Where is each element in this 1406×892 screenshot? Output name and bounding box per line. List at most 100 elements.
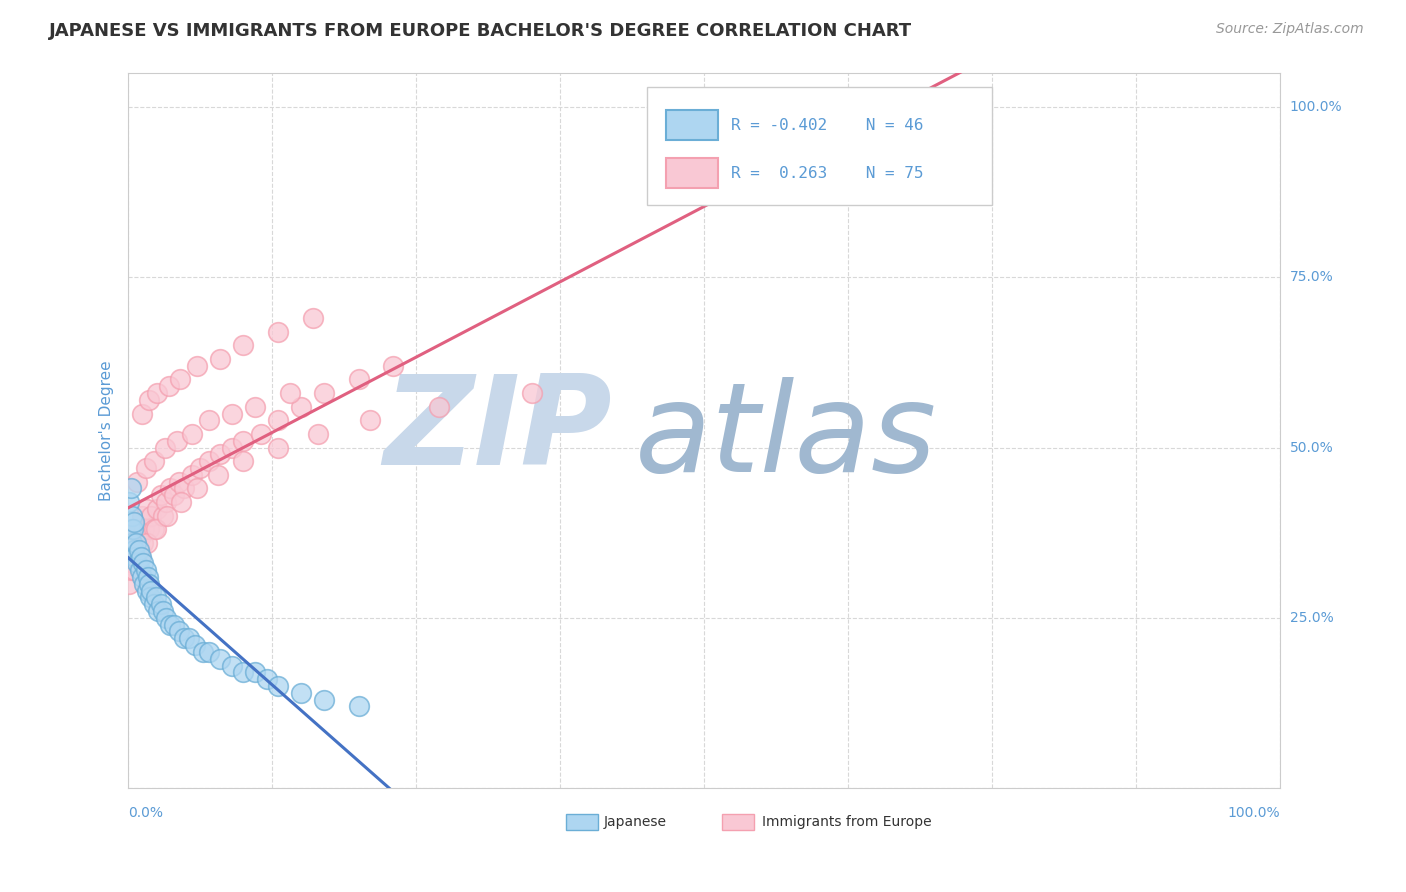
Point xyxy=(173,482,195,496)
Text: Japanese: Japanese xyxy=(605,814,666,829)
Point xyxy=(152,508,174,523)
Point xyxy=(184,638,207,652)
Point xyxy=(131,407,153,421)
Text: atlas: atlas xyxy=(636,377,938,499)
Point xyxy=(141,583,163,598)
Point xyxy=(135,461,157,475)
Point xyxy=(122,516,145,530)
Point xyxy=(207,467,229,482)
Point xyxy=(924,100,946,114)
Point xyxy=(128,549,150,564)
Point xyxy=(209,447,232,461)
Text: 75.0%: 75.0% xyxy=(1289,270,1333,285)
Point xyxy=(347,699,370,714)
Point xyxy=(290,686,312,700)
Point xyxy=(167,624,190,639)
Text: 25.0%: 25.0% xyxy=(1289,611,1333,624)
Point xyxy=(135,501,157,516)
Text: 50.0%: 50.0% xyxy=(1289,441,1333,455)
Text: 0.0%: 0.0% xyxy=(128,806,163,820)
Point xyxy=(142,454,165,468)
Point xyxy=(186,359,208,373)
Point xyxy=(198,413,221,427)
Point xyxy=(122,563,145,577)
Point xyxy=(128,542,150,557)
Point xyxy=(118,495,141,509)
Point xyxy=(159,482,181,496)
Point xyxy=(149,488,172,502)
Point xyxy=(221,658,243,673)
Point xyxy=(232,665,254,680)
Point xyxy=(135,563,157,577)
FancyBboxPatch shape xyxy=(666,158,718,188)
Point xyxy=(170,495,193,509)
Text: ZIP: ZIP xyxy=(384,370,612,491)
Point xyxy=(188,461,211,475)
Point xyxy=(267,413,290,427)
Point xyxy=(267,325,290,339)
Point xyxy=(278,386,301,401)
Point xyxy=(121,522,143,536)
Point xyxy=(155,495,177,509)
Point xyxy=(129,529,152,543)
Point xyxy=(180,467,202,482)
Point xyxy=(145,591,167,605)
Point xyxy=(221,441,243,455)
Point xyxy=(314,386,336,401)
Point xyxy=(520,386,543,401)
Point xyxy=(128,563,150,577)
Text: R = -0.402    N = 46: R = -0.402 N = 46 xyxy=(731,118,924,133)
Point xyxy=(121,508,143,523)
Point xyxy=(138,576,160,591)
Point xyxy=(347,372,370,386)
Point xyxy=(209,351,232,366)
Point xyxy=(148,604,170,618)
Point xyxy=(173,632,195,646)
Point xyxy=(138,392,160,407)
Point xyxy=(146,501,169,516)
Point xyxy=(138,522,160,536)
Point xyxy=(128,522,150,536)
Point xyxy=(163,617,186,632)
Point xyxy=(382,359,405,373)
Point xyxy=(166,434,188,448)
Point xyxy=(359,413,381,427)
Point xyxy=(120,522,142,536)
Point xyxy=(118,576,141,591)
Point xyxy=(314,692,336,706)
Point xyxy=(136,570,159,584)
Point xyxy=(120,522,142,536)
Point xyxy=(167,475,190,489)
Point xyxy=(307,426,329,441)
Text: Source: ZipAtlas.com: Source: ZipAtlas.com xyxy=(1216,22,1364,37)
Point xyxy=(127,557,149,571)
Point xyxy=(127,475,149,489)
Point xyxy=(132,557,155,571)
Point xyxy=(232,338,254,352)
Point xyxy=(135,536,157,550)
Point xyxy=(209,651,232,665)
FancyBboxPatch shape xyxy=(647,87,993,205)
Point xyxy=(198,645,221,659)
Point xyxy=(163,488,186,502)
Point xyxy=(243,665,266,680)
Point xyxy=(142,597,165,611)
Point xyxy=(301,311,323,326)
Point xyxy=(139,591,162,605)
Point xyxy=(155,611,177,625)
Point xyxy=(124,529,146,543)
Point xyxy=(290,400,312,414)
Point xyxy=(221,407,243,421)
Text: R =  0.263    N = 75: R = 0.263 N = 75 xyxy=(731,166,924,180)
Point xyxy=(122,542,145,557)
Point xyxy=(120,482,142,496)
Point xyxy=(121,536,143,550)
Point xyxy=(135,583,157,598)
Point xyxy=(153,441,176,455)
Point xyxy=(122,542,145,557)
Y-axis label: Bachelor's Degree: Bachelor's Degree xyxy=(100,360,114,500)
Point xyxy=(232,434,254,448)
Point xyxy=(267,679,290,693)
Point xyxy=(134,522,156,536)
Point xyxy=(125,549,148,564)
